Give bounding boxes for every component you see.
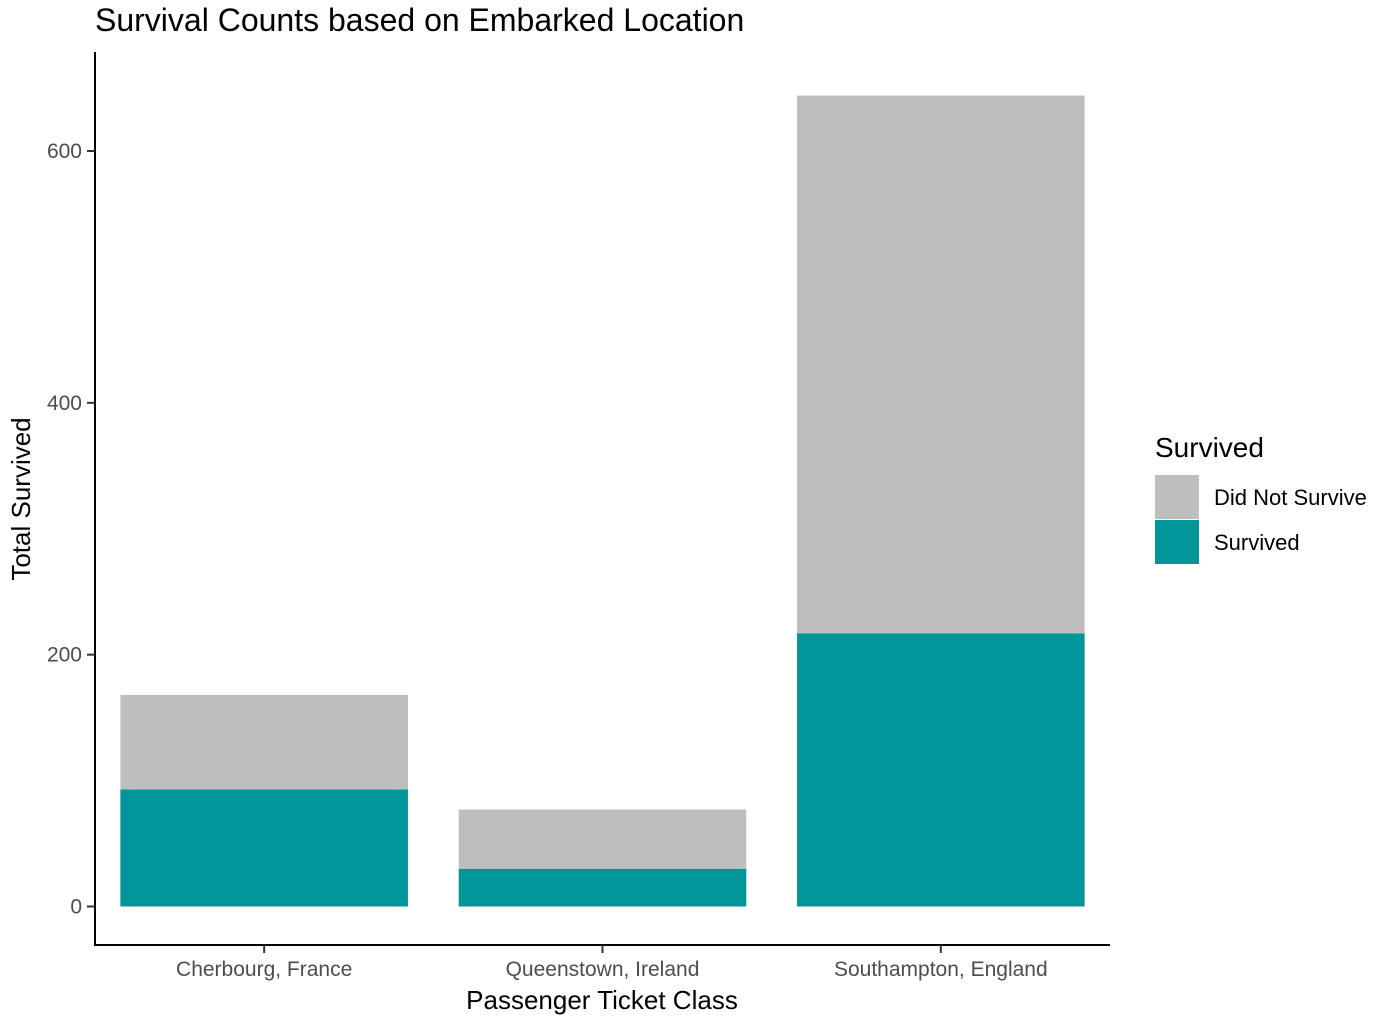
legend-key-did-not-survive — [1155, 475, 1199, 519]
bar-did-not-survive-2 — [458, 809, 747, 869]
bar-did-not-survive-1 — [120, 694, 408, 790]
bar-survived-3 — [797, 633, 1085, 907]
y-tick-label: 200 — [47, 644, 82, 667]
bars — [120, 95, 1085, 907]
y-tick-label: 0 — [70, 896, 82, 919]
x-axis-title: Passenger Ticket Class — [466, 985, 738, 1015]
bar-did-not-survive-3 — [797, 95, 1085, 634]
y-ticks: 0 200 400 600 — [47, 140, 95, 919]
legend-title: Survived — [1155, 432, 1264, 463]
bar-survived-1 — [120, 789, 408, 907]
x-tick-label: Queenstown, Ireland — [506, 958, 700, 981]
y-tick-label: 400 — [47, 392, 82, 415]
x-tick-label: Southampton, England — [834, 958, 1048, 981]
legend-label: Did Not Survive — [1214, 485, 1367, 510]
chart-title: Survival Counts based on Embarked Locati… — [95, 2, 744, 38]
x-ticks: Cherbourg, France Queenstown, Ireland Sout… — [176, 945, 1048, 981]
x-tick-label: Cherbourg, France — [176, 958, 352, 981]
legend-entries: Did Not Survive Survived — [1155, 475, 1367, 564]
legend-key-survived — [1155, 520, 1199, 564]
legend-label: Survived — [1214, 530, 1300, 555]
bar-survived-2 — [458, 868, 747, 907]
y-axis-title: Total Survived — [6, 417, 36, 580]
y-tick-label: 600 — [47, 140, 82, 163]
legend: Survived Did Not Survive Survived — [1155, 432, 1367, 564]
